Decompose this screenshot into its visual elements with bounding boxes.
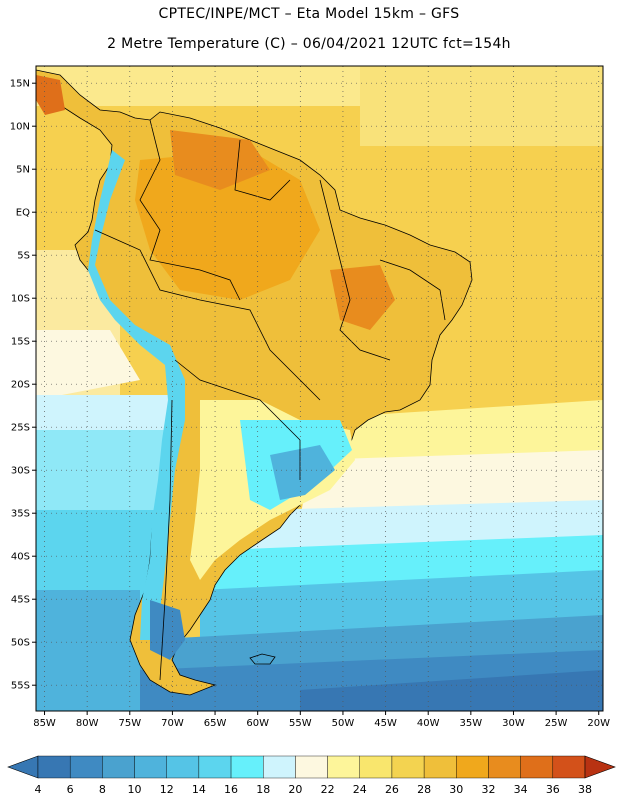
colorbar-segment	[552, 755, 586, 779]
colorbar-level-label: 16	[224, 783, 238, 796]
colorbar-segment	[391, 755, 425, 779]
colorbar-level-label: 20	[288, 783, 302, 796]
colorbar-level-label: 8	[99, 783, 106, 796]
border-guianas	[234, 139, 291, 201]
ocean-band-pacific-cool	[36, 330, 140, 400]
lon-tick-label: 45W	[374, 718, 397, 729]
uruguay-cold-zone	[270, 445, 335, 500]
colorbar-level-label: 18	[256, 783, 270, 796]
colorbar-arrow-low	[7, 755, 39, 779]
colorbar-level-label: 12	[160, 783, 174, 796]
colorbar-level-label: 36	[546, 783, 560, 796]
lon-tick-label: 85W	[33, 718, 56, 729]
lat-tick-label: 5N	[16, 165, 30, 176]
colorbar-segment	[263, 755, 296, 779]
map-plot-area	[36, 66, 603, 711]
lat-tick-label: 40S	[11, 552, 30, 563]
lat-tick-label: 25S	[11, 423, 30, 434]
lon-tick-label: 35W	[460, 718, 483, 729]
temperature-colorbar: 4 6 8 10 12 14 16 18 20 22 24 26 28 30 32 34 36 38	[7, 755, 616, 796]
lon-tick-label: 70W	[161, 718, 184, 729]
colorbar-segment	[198, 755, 232, 779]
border-chile-argentina	[159, 399, 173, 681]
colorbar-segment	[295, 755, 328, 779]
colorbar-level-label: 28	[417, 783, 431, 796]
ocean-band-pacific-14	[36, 510, 160, 600]
lon-tick-label: 80W	[76, 718, 99, 729]
ocean-band-pacific-12	[36, 590, 140, 711]
lon-tick-label: 30W	[502, 718, 525, 729]
patagonia-cold-zone	[150, 600, 185, 660]
colorbar-level-label: 22	[321, 783, 335, 796]
lat-tick-label: 50S	[11, 638, 30, 649]
central-america-hot-zone	[36, 75, 65, 115]
lat-tick-label: 10S	[11, 294, 30, 305]
lon-tick-label: 65W	[204, 718, 227, 729]
colorbar-segment	[359, 755, 393, 779]
border-northeast-states	[379, 259, 446, 321]
lat-tick-label: 5S	[17, 251, 30, 262]
border-brazil-states	[319, 179, 391, 361]
lat-tick-label: 15N	[10, 79, 30, 90]
colorbar-segment	[488, 755, 521, 779]
ocean-band-pacific-20	[36, 395, 170, 440]
andes-cool-strip	[88, 150, 185, 640]
longitude-axis: 85W 80W 75W 70W 65W 60W 55W 50W 45W 40W 35W 30W 25W 2…	[33, 711, 610, 729]
lon-tick-label: 40W	[417, 718, 440, 729]
colorbar-level-label: 6	[67, 783, 74, 796]
colorbar-arrow-high	[584, 755, 616, 779]
colorbar-level-label: 30	[449, 783, 463, 796]
lon-tick-label: 60W	[246, 718, 269, 729]
lon-tick-label: 55W	[289, 718, 312, 729]
lat-tick-label: 35S	[11, 509, 30, 520]
falkland-islands	[249, 653, 276, 665]
map-title-line2: 2 Metre Temperature (C) – 06/04/2021 12U…	[107, 36, 511, 52]
colorbar-level-label: 14	[192, 783, 206, 796]
colorbar-segment	[166, 755, 200, 779]
border-colombia-venezuela	[139, 119, 241, 301]
lat-tick-label: 10N	[10, 122, 30, 133]
amazon-warm-zone	[135, 150, 320, 300]
lat-tick-label: 30S	[11, 466, 30, 477]
colorbar-level-label: 24	[353, 783, 367, 796]
latitude-axis: 15N 10N 5N EQ 5S 10S 15S 20S 25S 30S 35S 40S 45S 50S 5…	[10, 79, 36, 692]
colorbar-level-label: 4	[35, 783, 42, 796]
lat-tick-label: 45S	[11, 595, 30, 606]
map-title-line1: CPTEC/INPE/MCT – Eta Model 15km – GFS	[158, 6, 460, 22]
colorbar-level-label: 26	[385, 783, 399, 796]
colorbar-segment	[520, 755, 554, 779]
ocean-band-south-6	[300, 670, 603, 711]
lon-tick-label: 20W	[587, 718, 610, 729]
border-argentina-north	[174, 359, 301, 480]
colorbar-segment	[102, 755, 135, 779]
map-frame	[35, 65, 604, 712]
central-brazil-hot-zone	[330, 265, 395, 330]
lat-tick-label: EQ	[16, 208, 30, 219]
colorbar-segment	[423, 755, 457, 779]
colorbar-segment	[230, 755, 264, 779]
lon-tick-label: 75W	[118, 718, 141, 729]
colorbar-segment	[134, 755, 167, 779]
lon-tick-label: 25W	[545, 718, 568, 729]
lat-tick-label: 20S	[11, 380, 30, 391]
lat-tick-label: 15S	[11, 337, 30, 348]
border-peru-bolivia-brazil	[94, 229, 321, 401]
colorbar-level-label: 10	[128, 783, 142, 796]
colorbar-level-label: 32	[481, 783, 495, 796]
lat-tick-label: 55S	[11, 681, 30, 692]
lon-tick-label: 50W	[332, 718, 355, 729]
colorbar-level-label: 34	[514, 783, 528, 796]
ocean-band-pacific-18	[36, 430, 170, 520]
venezuela-hot-zone	[170, 130, 270, 190]
colorbar-segment	[69, 755, 103, 779]
colorbar-segment	[327, 755, 360, 779]
country-borders	[94, 119, 446, 681]
colorbar-level-label: 38	[578, 783, 592, 796]
colorbar-segment	[456, 755, 489, 779]
colorbar-segment	[37, 755, 71, 779]
ocean-band-north-atlantic	[360, 66, 603, 146]
